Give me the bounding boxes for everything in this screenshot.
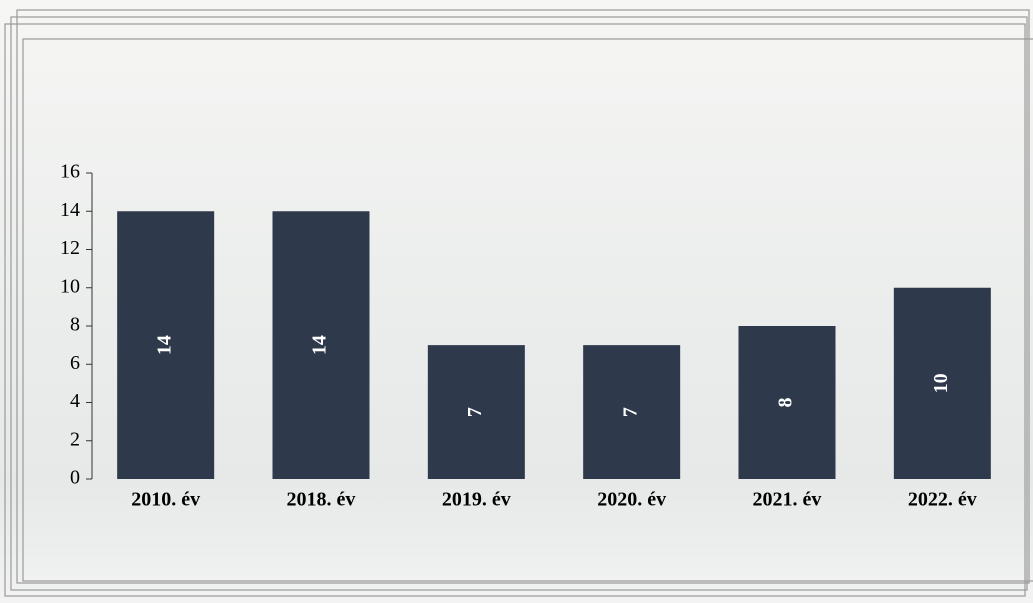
value-label: 14 <box>153 335 175 355</box>
y-tick-label: 2 <box>70 428 80 450</box>
y-tick-label: 14 <box>60 199 80 221</box>
y-tick-label: 8 <box>70 314 80 336</box>
bar <box>427 345 525 479</box>
y-tick-label: 16 <box>60 161 80 183</box>
x-tick-label: 2019. év <box>442 489 511 511</box>
y-tick-label: 0 <box>70 467 80 489</box>
x-tick-label: 2021. év <box>753 489 822 511</box>
y-tick-label: 12 <box>60 237 80 259</box>
bar <box>583 345 681 479</box>
x-tick-label: 2020. év <box>597 489 666 511</box>
x-tick-label: 2022. év <box>908 489 977 511</box>
y-tick-label: 10 <box>60 275 80 297</box>
frame <box>16 9 1030 584</box>
value-label: 8 <box>775 398 797 408</box>
bar <box>738 326 836 479</box>
value-label: 7 <box>619 407 641 417</box>
value-label: 14 <box>309 335 331 355</box>
frames <box>4 9 1033 597</box>
y-tick-label: 4 <box>70 390 80 412</box>
bar <box>117 211 215 479</box>
frame <box>4 23 1026 597</box>
plot: 0 2 4 6 8 10 12 14 16 2010. év 14 2018. év 14 2019. é… <box>60 161 991 511</box>
value-label: 10 <box>930 373 952 393</box>
frame <box>22 38 1033 582</box>
frame <box>10 16 1028 591</box>
x-tick-label: 2010. év <box>131 489 200 511</box>
bar <box>272 211 370 479</box>
x-tick-label: 2018. év <box>287 489 356 511</box>
y-tick-label: 6 <box>70 352 80 374</box>
bar <box>893 287 991 479</box>
value-label: 7 <box>464 407 486 417</box>
